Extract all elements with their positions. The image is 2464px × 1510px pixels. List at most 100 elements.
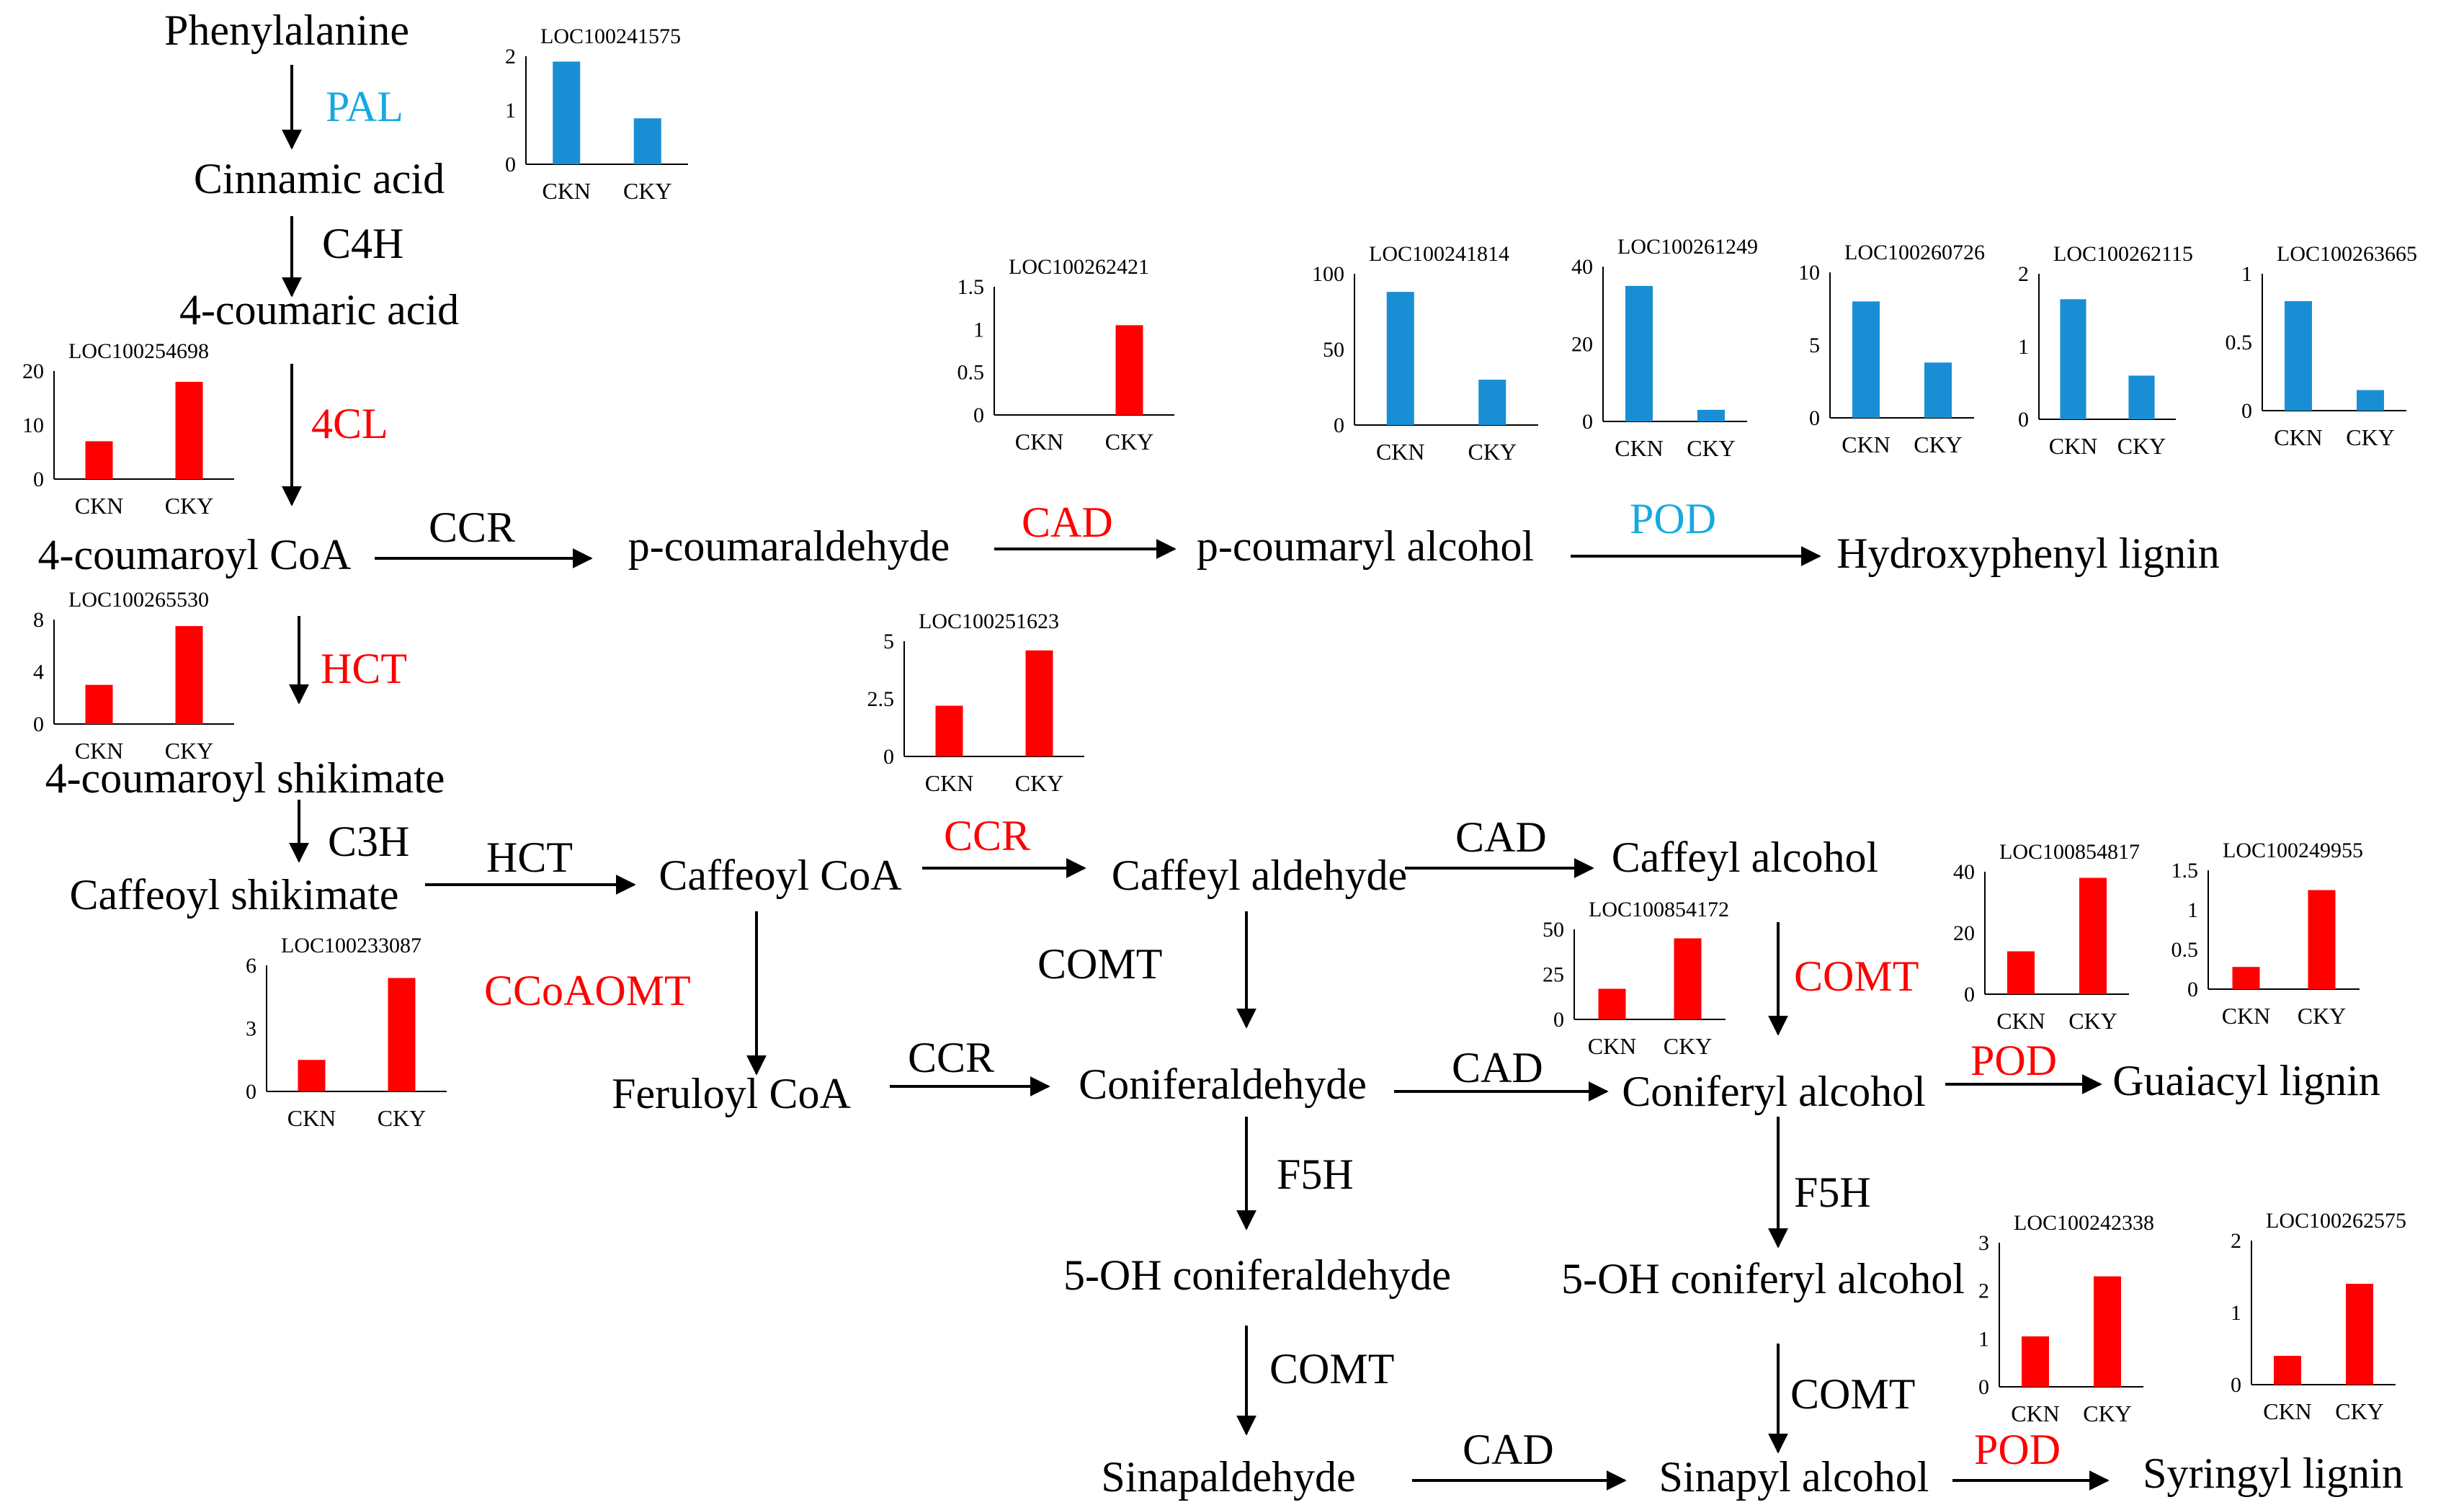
y-tick-label: 0	[33, 468, 44, 491]
compound-pcalc: p-coumaryl alcohol	[1197, 522, 1534, 570]
bar-CKY	[175, 382, 203, 479]
x-tick-label: CKN	[75, 493, 124, 519]
y-tick-label: 25	[1543, 963, 1564, 987]
bar-chart-LOC100262575: LOC100262575 0 1 2 CKN CKY	[2231, 1209, 2406, 1424]
bar-CKY	[1115, 325, 1143, 415]
bar-chart-LOC100241814: LOC100241814 0 50 100 CKN CKY	[1312, 242, 1538, 465]
chart-title: LOC100262421	[1009, 255, 1149, 279]
y-tick-label: 1	[2018, 335, 2029, 359]
enzyme-c4h: C4H	[322, 220, 403, 267]
y-tick-label: 0	[1334, 414, 1344, 437]
y-tick-label: 50	[1543, 918, 1564, 942]
x-tick-label: CKN	[1588, 1033, 1637, 1059]
bar-chart-LOC100263665: LOC100263665 0 0.5 1 CKN CKY	[2226, 242, 2418, 450]
chart-title: LOC100854172	[1589, 898, 1729, 921]
y-tick-label: 0	[2187, 978, 2198, 1001]
bar-chart-LOC100233087: LOC100233087 0 3 6 CKN CKY	[246, 934, 447, 1131]
x-tick-label: CKY	[1914, 432, 1963, 457]
y-tick-label: 20	[1571, 333, 1593, 357]
y-tick-label: 10	[1798, 261, 1820, 285]
y-tick-label: 0	[505, 153, 516, 177]
enzyme-cad-2: CAD	[1455, 813, 1547, 861]
bar-chart-LOC100854172: LOC100854172 0 25 50 CKN CKY	[1543, 898, 1729, 1059]
y-tick-label: 2.5	[867, 687, 895, 711]
y-tick-label: 1.5	[958, 275, 985, 299]
y-tick-label: 4	[33, 661, 44, 684]
enzyme-labels: PAL C4H 4CL CCR CAD POD HCT C3H HCT CCR …	[311, 83, 2061, 1473]
y-tick-label: 2	[1978, 1279, 1989, 1303]
y-tick-label: 1	[1978, 1327, 1989, 1351]
x-tick-label: CKN	[2274, 424, 2323, 450]
bar-CKN	[1852, 301, 1880, 418]
x-tick-label: CKY	[1687, 435, 1736, 461]
bar-CKN	[85, 684, 113, 724]
y-tick-label: 0	[1553, 1008, 1564, 1032]
chart-title: LOC100249955	[2223, 839, 2363, 862]
enzyme-comt-1: COMT	[1037, 940, 1162, 988]
enzyme-f5h-2: F5H	[1794, 1169, 1871, 1216]
enzyme-ccr-3: CCR	[908, 1034, 994, 1081]
bar-CKY	[2346, 1284, 2373, 1385]
x-tick-label: CKN	[1376, 439, 1425, 465]
chart-title: LOC100265530	[68, 588, 209, 612]
compound-phe: Phenylalanine	[164, 6, 409, 54]
enzyme-pod-1: POD	[1630, 495, 1716, 542]
chart-title: LOC100242338	[2014, 1211, 2154, 1235]
bar-CKN	[1386, 292, 1414, 425]
y-tick-label: 3	[246, 1017, 256, 1041]
enzyme-f5h-1: F5H	[1277, 1151, 1354, 1198]
x-tick-label: CKY	[165, 493, 214, 519]
y-tick-label: 40	[1953, 860, 1975, 884]
enzyme-comt-3: COMT	[1269, 1345, 1394, 1393]
x-tick-label: CKY	[2083, 1400, 2132, 1426]
bar-chart-LOC100241575: LOC100241575 0 1 2 CKN CKY	[505, 24, 688, 204]
compound-fercoa: Feruloyl CoA	[612, 1070, 851, 1117]
compound-cou: 4-coumaric acid	[179, 286, 459, 334]
bar-CKY	[2079, 877, 2107, 994]
compound-cafshk: Caffeoyl shikimate	[69, 871, 398, 919]
bar-CKY	[2308, 890, 2336, 989]
y-tick-label: 0.5	[958, 361, 985, 385]
chart-title: LOC100241814	[1369, 242, 1509, 266]
x-tick-label: CKN	[2011, 1400, 2060, 1426]
x-tick-label: CKY	[2298, 1003, 2347, 1029]
bar-CKN	[85, 441, 113, 479]
x-tick-label: CKY	[623, 178, 672, 204]
enzyme-hct-2: HCT	[486, 834, 573, 881]
y-tick-label: 50	[1323, 338, 1344, 362]
bar-CKY	[2128, 375, 2155, 419]
bar-CKN	[2232, 967, 2260, 989]
compound-cafald: Caffeyl aldehyde	[1112, 852, 1407, 899]
x-tick-label: CKY	[1664, 1033, 1713, 1059]
y-tick-label: 2	[505, 45, 516, 68]
x-tick-label: CKY	[1015, 770, 1064, 796]
bar-CKY	[1025, 650, 1053, 756]
y-tick-label: 0	[1582, 410, 1593, 434]
x-tick-label: CKN	[287, 1105, 336, 1131]
y-tick-label: 0	[1809, 406, 1820, 430]
enzyme-ccr-2: CCR	[944, 812, 1030, 859]
compound-cshk: 4-coumaroyl shikimate	[45, 754, 445, 802]
chart-title: LOC100262115	[2053, 242, 2193, 266]
enzyme-pal: PAL	[326, 83, 403, 130]
y-tick-label: 0.5	[2171, 938, 2199, 962]
enzyme-pod-2: POD	[1970, 1037, 2057, 1084]
enzyme-cad-3: CAD	[1452, 1044, 1543, 1091]
bar-CKN	[2285, 301, 2312, 411]
bar-CKN	[1598, 988, 1626, 1019]
y-tick-label: 5	[883, 630, 894, 653]
bar-CKY	[1697, 409, 1725, 421]
bar-CKY	[2094, 1276, 2121, 1387]
bar-chart-LOC100261249: LOC100261249 0 20 40 CKN CKY	[1571, 235, 1758, 461]
x-tick-label: CKN	[1615, 435, 1664, 461]
chart-title: LOC100241575	[540, 24, 681, 48]
x-tick-label: CKN	[2263, 1398, 2312, 1424]
compound-sinald: Sinapaldehyde	[1101, 1453, 1355, 1501]
chart-title: LOC100254698	[68, 339, 209, 363]
compound-pcald: p-coumaraldehyde	[628, 522, 950, 570]
y-tick-label: 0	[1978, 1375, 1989, 1399]
y-tick-label: 0	[2018, 408, 2029, 432]
x-tick-label: CKY	[2068, 1008, 2117, 1034]
x-tick-label: CKN	[2222, 1003, 2271, 1029]
